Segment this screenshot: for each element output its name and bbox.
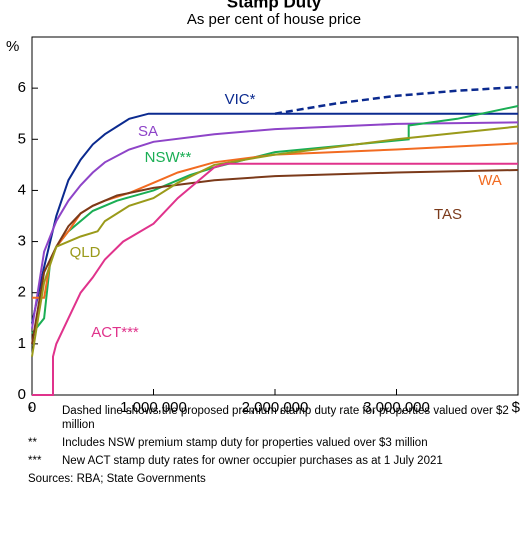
series-label: ACT***: [91, 324, 139, 341]
x-tick-label: $: [512, 399, 521, 416]
footnote: ** Includes NSW premium stamp duty for pr…: [28, 436, 518, 450]
footnote-text: Dashed line shows the proposed premium s…: [62, 405, 509, 431]
proposed-line: [274, 85, 519, 115]
series-line: [31, 121, 519, 329]
footnote-marker: ***: [28, 455, 42, 467]
footnote: * Dashed line shows the proposed premium …: [28, 404, 518, 432]
x-tick-label: 1,000,000: [120, 399, 187, 416]
series-line: [31, 125, 519, 357]
y-axis-label: %: [6, 38, 19, 55]
series-label: QLD: [70, 244, 101, 261]
series-line: [31, 169, 519, 345]
chart: Stamp Duty As per cent of house price % …: [6, 0, 521, 416]
y-tick-label: 2: [18, 284, 26, 301]
footnote-text: New ACT stamp duty rates for owner occup…: [62, 455, 443, 467]
y-tick-label: 5: [18, 130, 26, 147]
footnote-text: Includes NSW premium stamp duty for prop…: [62, 437, 428, 449]
footnote-marker: *: [28, 405, 33, 417]
footnote-marker: **: [28, 437, 37, 449]
series-label: SA: [138, 123, 158, 140]
series-label: WA: [478, 172, 502, 189]
y-tick-label: 1: [18, 335, 26, 352]
series-line: [32, 162, 518, 396]
x-tick-label: 3,000,000: [363, 399, 430, 416]
footnotes: * Dashed line shows the proposed premium …: [28, 404, 518, 486]
chart-subtitle: As per cent of house price: [187, 11, 361, 28]
x-tick-label: 0: [28, 399, 36, 416]
footnote: *** New ACT stamp duty rates for owner oc…: [28, 454, 518, 468]
y-tick-label: 6: [18, 79, 26, 96]
x-tick-label: 2,000,000: [242, 399, 309, 416]
y-tick-label: 4: [18, 181, 26, 198]
series-label: NSW**: [145, 149, 192, 166]
source-note: Sources: RBA; State Governments: [28, 473, 206, 485]
chart-title: Stamp Duty: [227, 0, 322, 11]
y-tick-label: 0: [18, 386, 26, 403]
series-label: VIC*: [225, 91, 256, 108]
series-label: TAS: [434, 206, 462, 223]
y-tick-label: 3: [18, 233, 26, 250]
